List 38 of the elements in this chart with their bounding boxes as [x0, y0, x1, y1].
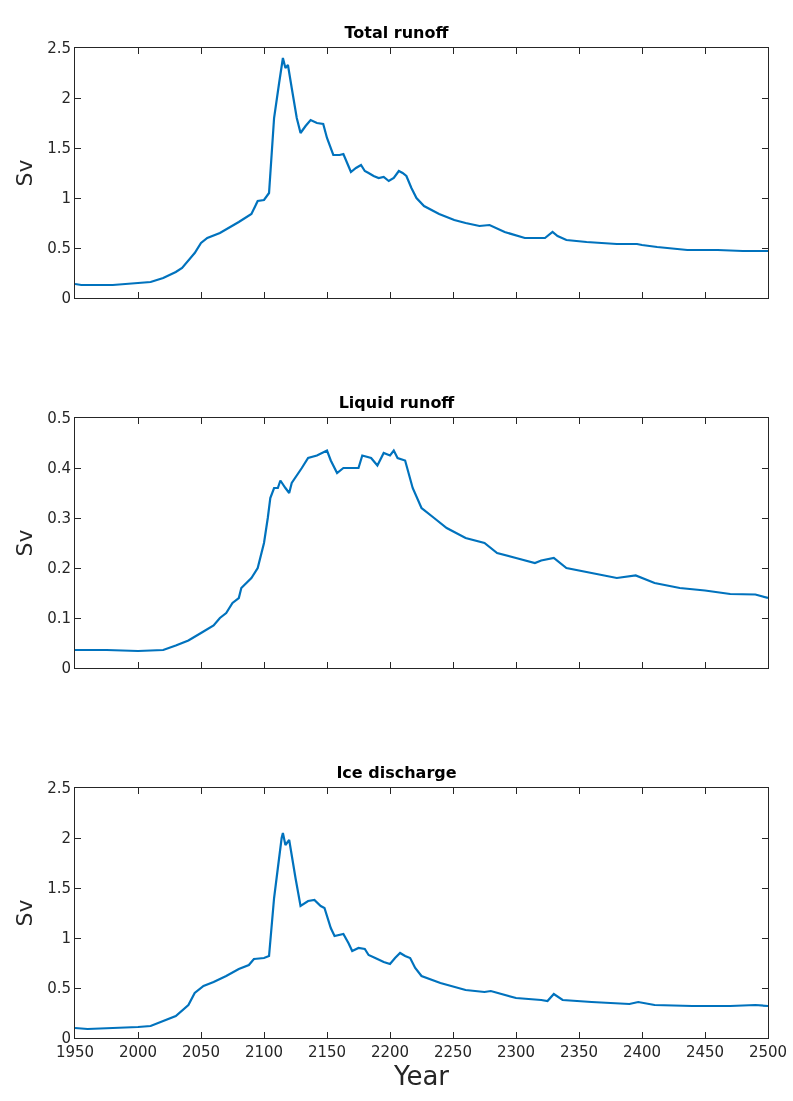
y-tick-label: 0.5	[47, 409, 71, 428]
y-tick-label: 1	[61, 929, 71, 948]
line-series	[75, 56, 768, 287]
x-tick-label: 2100	[244, 1043, 284, 1061]
y-tick-label: 0.3	[47, 509, 71, 528]
x-tick-label: 2200	[370, 1043, 410, 1061]
x-tick-label: 2050	[181, 1043, 221, 1061]
y-tick-label: 2	[61, 89, 71, 108]
y-tick-label: 1	[61, 189, 71, 208]
chart-title: Liquid runoff	[338, 393, 456, 412]
chart-title: Total runoff	[344, 23, 450, 42]
line-series	[75, 449, 768, 653]
y-axis-title: Sv	[11, 899, 37, 927]
x-tick-label: 2450	[685, 1043, 725, 1061]
y-tick-label: 0.1	[47, 609, 71, 628]
x-tick-label: 2250	[433, 1043, 473, 1061]
chart-title: Ice discharge	[336, 763, 457, 782]
y-axis-title: Sv	[11, 529, 37, 557]
y-tick-label: 0	[61, 289, 71, 308]
y-tick-label: 1.5	[47, 139, 71, 158]
y-tick-label: 2.5	[47, 39, 71, 58]
x-tick-label: 2300	[496, 1043, 536, 1061]
x-tick-label: 2150	[307, 1043, 347, 1061]
y-axis-title: Sv	[11, 159, 37, 187]
y-tick-label: 2	[61, 829, 71, 848]
y-tick-label: 0.4	[47, 459, 71, 478]
x-axis-title: Year	[392, 1061, 450, 1091]
y-tick-label: 2.5	[47, 779, 71, 798]
x-tick-label: 2400	[622, 1043, 662, 1061]
y-tick-label: 0.5	[47, 979, 71, 998]
y-tick-label: 0.2	[47, 559, 71, 578]
line-series	[75, 831, 768, 1031]
y-tick-label: 0	[61, 659, 71, 678]
x-tick-label: 2000	[118, 1043, 158, 1061]
x-tick-label: 2350	[559, 1043, 599, 1061]
x-tick-label: 2500	[748, 1043, 788, 1061]
y-tick-label: 1.5	[47, 879, 71, 898]
y-tick-label: 0.5	[47, 239, 71, 258]
